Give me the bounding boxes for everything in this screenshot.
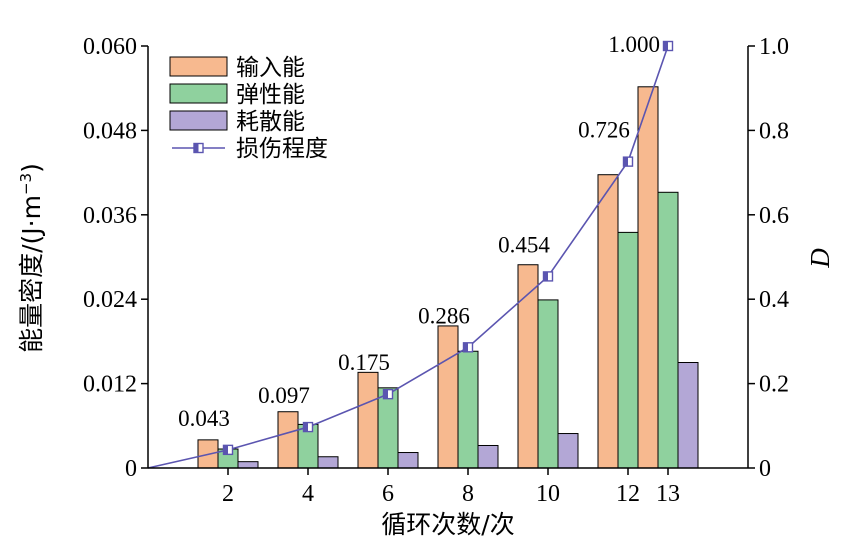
y-left-tick-label: 0 (125, 456, 137, 482)
damage-marker-fill-2 (223, 445, 228, 455)
damage-marker-fill-8 (463, 342, 468, 352)
damage-line (147, 45, 669, 469)
bar-弹性能-6 (377, 387, 399, 469)
y-right-tick-label: 0.4 (759, 287, 789, 313)
y-right-tick-label: 1.0 (759, 34, 789, 60)
legend-marker-fill-损伤程度 (194, 143, 199, 153)
x-tick-label: 2 (222, 481, 234, 507)
bar-耗散能-8 (477, 444, 499, 469)
legend-swatch-耗散能 (169, 110, 228, 131)
bar-弹性能-8 (457, 350, 479, 469)
damage-marker-fill-13 (663, 41, 668, 51)
legend-swatch-输入能 (169, 56, 228, 77)
y-axis-title-left-exp: −3 (17, 173, 35, 195)
damage-label-4: 0.097 (258, 383, 310, 408)
y-axis-title-right: D (805, 248, 835, 269)
bar-耗散能-13 (677, 362, 699, 469)
legend-label: 损伤程度 (236, 136, 328, 162)
bar-耗散能-4 (317, 456, 339, 469)
bar-输入能-10 (517, 264, 539, 469)
bar-弹性能-10 (537, 299, 559, 469)
bars-layer (197, 86, 699, 469)
legend-label: 耗散能 (236, 109, 305, 135)
damage-marker-fill-6 (383, 389, 388, 399)
y-axis-title-left: 能量密度/(J·m−3) (17, 163, 46, 353)
y-left-tick-label: 0.012 (83, 372, 137, 398)
damage-label-8: 0.286 (418, 303, 470, 328)
damage-label-2: 0.043 (178, 406, 230, 431)
y-right-tick-label: 0 (759, 456, 771, 482)
bar-输入能-12 (597, 174, 619, 469)
damage-label-10: 0.454 (498, 232, 550, 257)
bar-耗散能-10 (557, 433, 579, 469)
damage-marker-fill-10 (543, 271, 548, 281)
x-axis-title: 循环次数/次 (381, 510, 514, 539)
y-right-tick-label: 0.2 (759, 372, 789, 398)
y-left-tick-label: 0.060 (83, 34, 137, 60)
legend-label: 输入能 (236, 55, 305, 81)
y-left-tick-label: 0.024 (83, 287, 137, 313)
bar-耗散能-6 (397, 452, 419, 469)
bar-输入能-6 (357, 371, 379, 469)
y-right-tick-label: 0.8 (759, 118, 789, 144)
damage-label-6: 0.175 (338, 350, 390, 375)
bar-输入能-8 (437, 325, 459, 469)
damage-line-layer (147, 40, 674, 469)
x-tick-label: 6 (382, 481, 394, 507)
x-tick-label: 10 (536, 481, 560, 507)
damage-label-13: 1.000 (608, 32, 660, 57)
y-left-tick-label: 0.048 (83, 118, 137, 144)
bar-弹性能-13 (657, 191, 679, 469)
y-axis-title-left-main: 能量密度/(J·m (17, 195, 46, 353)
x-tick-label: 4 (302, 481, 314, 507)
bar-输入能-4 (277, 411, 299, 469)
x-tick-label: 13 (656, 481, 680, 507)
damage-label-12: 0.726 (578, 118, 630, 143)
bar-耗散能-2 (237, 461, 259, 469)
y-left-tick-label: 0.036 (83, 203, 137, 229)
data-labels-layer: 0.043 0.097 0.175 0.286 0.454 0.726 1.000 (178, 32, 660, 431)
y-axis-title-left-close: ) (17, 163, 46, 173)
bar-输入能-13 (637, 86, 659, 469)
y-right-tick-label: 0.6 (759, 203, 789, 229)
legend-label: 弹性能 (236, 82, 305, 108)
damage-marker-fill-12 (623, 157, 628, 167)
axes-layer: 0 0.012 0.024 0.036 0.048 0.060 0 0.2 0.4 0.6 0.8 1… (83, 34, 789, 507)
damage-marker-fill-4 (303, 422, 308, 432)
x-tick-label: 12 (616, 481, 640, 507)
x-tick-label: 8 (462, 481, 474, 507)
bar-弹性能-12 (617, 231, 639, 469)
legend-swatch-弹性能 (169, 83, 228, 104)
